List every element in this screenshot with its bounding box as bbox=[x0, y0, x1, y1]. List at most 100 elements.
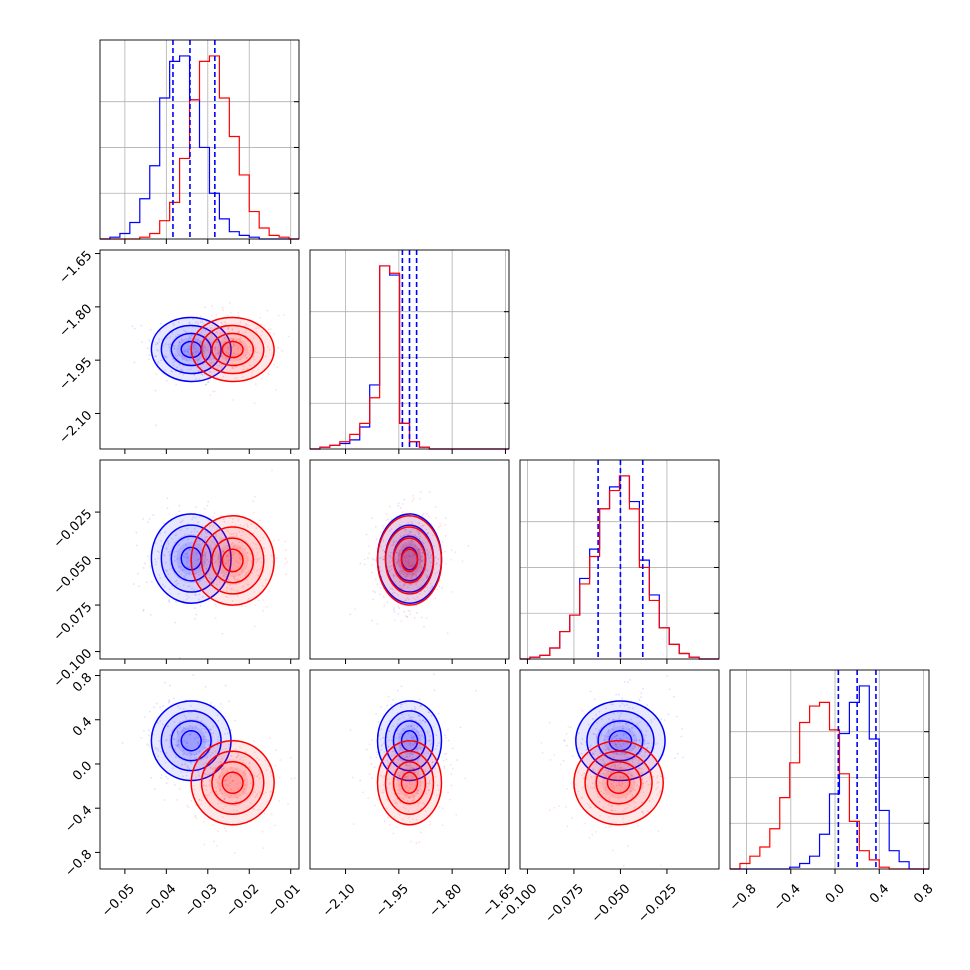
scatter-point-series_b bbox=[281, 350, 284, 352]
scatter-point-series_b bbox=[246, 526, 249, 529]
scatter-point-series_a bbox=[585, 748, 588, 751]
scatter-point-series_b bbox=[200, 803, 203, 805]
scatter-point-series_b bbox=[447, 791, 450, 794]
scatter-point-series_a bbox=[176, 731, 179, 734]
scatter-point-series_b bbox=[260, 334, 262, 337]
scatter-point-series_a bbox=[414, 544, 417, 547]
scatter-point-series_a bbox=[178, 570, 181, 573]
panel-frame bbox=[519, 669, 720, 870]
density-fill-series_b bbox=[201, 751, 264, 815]
scatter-point-series_b bbox=[632, 788, 635, 791]
scatter-point-series_b bbox=[404, 770, 406, 773]
scatter-point-series_a bbox=[580, 752, 583, 755]
scatter-point-series_b bbox=[259, 578, 261, 581]
scatter-point-series_b bbox=[236, 755, 239, 758]
scatter-point-series_b bbox=[216, 340, 219, 343]
scatter-point-series_b bbox=[642, 812, 644, 815]
scatter-point-series_a bbox=[389, 557, 392, 559]
scatter-point-series_b bbox=[618, 782, 620, 784]
scatter-point-series_b bbox=[412, 795, 415, 798]
scatter-point-series_b bbox=[380, 745, 383, 748]
scatter-point-series_a bbox=[163, 585, 166, 588]
x-tick-label: −0.04 bbox=[141, 881, 180, 920]
scatter-point-series_b bbox=[221, 584, 224, 587]
scatter-point-series_b bbox=[651, 775, 654, 778]
scatter-point-series_b bbox=[420, 777, 423, 780]
scatter-point-series_b bbox=[236, 594, 239, 597]
x-tick-label: −0.075 bbox=[542, 881, 587, 926]
scatter-point-series_a bbox=[148, 710, 151, 713]
scatter-point-series_b bbox=[421, 551, 424, 554]
scatter-point-series_a bbox=[406, 573, 409, 576]
scatter-point-series_a bbox=[417, 714, 420, 717]
contour-series_b bbox=[200, 750, 265, 816]
scatter-point-series_b bbox=[186, 771, 189, 773]
scatter-point-series_b bbox=[619, 784, 621, 787]
scatter-point-series_a bbox=[395, 551, 398, 554]
scatter-point-series_b bbox=[232, 545, 235, 548]
scatter-point-series_a bbox=[155, 343, 157, 346]
scatter-point-series_a bbox=[619, 737, 621, 740]
scatter-point-series_a bbox=[223, 797, 226, 800]
scatter-point-series_a bbox=[196, 340, 199, 342]
scatter-point-series_b bbox=[583, 822, 586, 825]
scatter-point-series_a bbox=[219, 537, 222, 540]
scatter-point-series_b bbox=[255, 775, 258, 778]
scatter-point-series_b bbox=[427, 757, 430, 760]
scatter-point-series_b bbox=[258, 758, 261, 761]
scatter-point-series_b bbox=[398, 549, 401, 552]
scatter-point-series_a bbox=[428, 711, 430, 714]
contour-series_b bbox=[376, 515, 443, 606]
scatter-point-series_b bbox=[231, 780, 234, 782]
scatter-point-series_a bbox=[188, 322, 191, 325]
scatter-point-series_a bbox=[413, 617, 416, 619]
scatter-point-series_b bbox=[283, 314, 286, 316]
scatter-point-series_b bbox=[398, 790, 401, 792]
scatter-point-series_a bbox=[381, 791, 383, 794]
scatter-point-series_a bbox=[194, 351, 197, 354]
scatter-point-series_a bbox=[182, 749, 185, 752]
scatter-point-series_a bbox=[592, 732, 595, 735]
scatter-point-series_a bbox=[179, 521, 182, 524]
scatter-point-series_b bbox=[237, 348, 239, 350]
scatter-point-series_b bbox=[402, 585, 405, 587]
scatter-point-series_a bbox=[630, 774, 633, 777]
scatter-point-series_b bbox=[441, 587, 444, 590]
scatter-point-series_b bbox=[406, 575, 409, 578]
scatter-point-series_a bbox=[168, 699, 171, 702]
scatter-point-series_a bbox=[167, 343, 170, 346]
scatter-point-series_b bbox=[628, 804, 631, 807]
scatter-point-series_a bbox=[164, 531, 166, 534]
scatter-point-series_a bbox=[418, 719, 421, 722]
scatter-point-series_b bbox=[405, 748, 408, 751]
scatter-point-series_b bbox=[242, 771, 245, 774]
scatter-point-series_a bbox=[400, 685, 403, 688]
scatter-point-series_a bbox=[398, 553, 401, 555]
scatter-point-series_b bbox=[221, 767, 224, 770]
scatter-point-series_b bbox=[386, 778, 389, 780]
scatter-point-series_a bbox=[145, 581, 148, 584]
scatter-point-series_b bbox=[399, 771, 401, 774]
scatter-point-series_b bbox=[593, 770, 596, 773]
scatter-point-series_a bbox=[196, 361, 199, 364]
scatter-point-series_a bbox=[190, 531, 193, 534]
scatter-point-series_a bbox=[409, 752, 412, 755]
scatter-point-series_a bbox=[622, 724, 624, 727]
scatter-point-series_b bbox=[426, 554, 429, 557]
scatter-point-series_a bbox=[193, 589, 195, 592]
scatter-point-series_a bbox=[645, 751, 648, 754]
scatter-point-series_a bbox=[419, 535, 422, 538]
scatter-point-series_b bbox=[227, 539, 229, 542]
scatter-point-series_b bbox=[396, 548, 399, 551]
scatter-point-series_b bbox=[431, 760, 434, 763]
scatter-point-series_b bbox=[233, 851, 236, 854]
scatter-point-series_a bbox=[418, 559, 421, 561]
density-fill-series_b bbox=[223, 342, 242, 357]
scatter-point-series_b bbox=[239, 524, 242, 526]
scatter-point-series_a bbox=[412, 554, 415, 557]
scatter-point-series_b bbox=[229, 789, 232, 792]
scatter-point-series_a bbox=[212, 732, 215, 734]
scatter-point-series_b bbox=[597, 785, 600, 787]
scatter-point-series_b bbox=[558, 805, 560, 808]
